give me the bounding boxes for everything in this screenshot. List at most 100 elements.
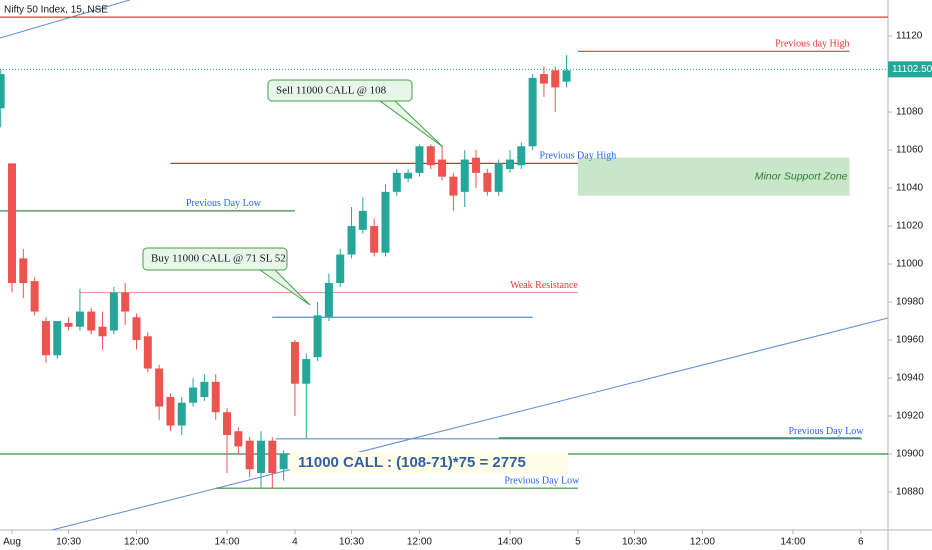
x-tick-label: 14:00 [780,537,805,548]
candle-body [177,402,186,426]
x-tick-label: 6 [858,537,864,548]
candle-body [494,163,503,192]
candle-body [302,359,311,384]
candle-body [449,176,458,196]
candle-body [347,226,356,255]
y-tick-label: 11120 [896,31,923,42]
callout-box [142,247,288,271]
candle-body [30,281,39,312]
y-tick-label: 10880 [896,487,924,498]
y-tick-label: 10920 [896,411,924,422]
level-label: Weak Resistance [510,280,578,291]
candle-body [279,454,288,470]
level-label: Previous Day Low [504,476,580,487]
candle-body [75,311,84,327]
candle-body [392,172,401,192]
candle-body [539,74,548,84]
candle-body [87,311,96,331]
candle-body [268,440,277,474]
level-label: Previous Day Low [788,426,864,437]
candle-body [64,322,73,327]
y-tick-label: 11080 [896,107,924,118]
candle-body [324,283,333,318]
chart-title: Nifty 50 Index, 15, NSE [4,5,108,16]
x-tick-label: 4 [292,537,298,548]
candle-body [7,163,16,284]
candle-body [109,292,118,331]
candle-body [245,440,254,470]
candle-body [381,191,390,253]
y-tick-label: 10960 [896,335,924,346]
plot-area: Minor Support Zone Previous day High Previ… [0,0,888,530]
candle-body [166,397,175,426]
plot: Minor Support Zone Previous day High Previ… [0,0,888,530]
x-tick-label: 5 [575,537,581,548]
trendline [51,317,888,530]
candle-body [211,381,220,413]
callout-pointer [259,269,311,306]
candle-body [528,77,537,147]
candle-body [415,146,424,173]
x-tick-label: 14:00 [215,537,240,548]
candle-body [290,341,299,384]
last-price-label: 11102.50 [892,64,932,75]
x-tick-label: 12:00 [124,537,149,548]
candle-body [426,146,435,166]
candle-body [234,431,243,447]
callout-pointer [379,100,444,148]
candle-body [551,70,560,88]
candle-body [98,326,107,337]
candle-body [189,387,198,403]
result-note: 11000 CALL : (108-71)*75 = 2775 [298,454,526,471]
candle-body [438,159,447,177]
candle-body [19,258,28,284]
x-tick-label: 12:00 [690,537,715,548]
candle-body [517,146,526,166]
candle-body [358,210,367,230]
y-tick-label: 11020 [896,221,924,232]
x-tick-label: 10:30 [56,537,81,548]
x-tick-label: 10:30 [622,537,647,548]
candle-body [121,292,130,312]
y-tick-label: 11060 [896,145,924,156]
level-label: Previous Day High [540,151,617,162]
last-price-box [888,61,932,78]
candle-body [370,226,379,253]
candle-body [472,157,481,173]
trendline [0,0,130,39]
candle-body [562,70,571,82]
zone-label: Minor Support Zone [755,170,848,182]
callout-text: Buy 11000 CALL @ 71 SL 52 [151,253,286,265]
candle-body [404,172,413,179]
y-tick-label: 11040 [896,183,924,194]
candle-body [483,172,492,192]
y-tick-label: 10940 [896,373,924,384]
y-tick-label: 11000 [896,259,924,270]
callout-box [267,79,413,102]
callout-text: Sell 11000 CALL @ 108 [276,85,387,97]
candle-body [53,321,62,356]
support-zone [577,157,850,196]
candle-body [313,315,322,358]
candle-body [132,317,141,341]
candle-body [0,74,5,109]
level-label: Previous Day Low [186,198,262,209]
x-tick-label: 12:00 [407,537,432,548]
candle-body [256,440,265,474]
level-label: Previous day High [775,39,849,50]
x-tick-label: 14:00 [497,537,522,548]
y-tick-label: 10980 [896,297,924,308]
candle-body [505,159,514,170]
candle-body [223,412,232,436]
y-tick-label: 10900 [896,449,924,460]
candle-body [460,159,469,192]
x-tick-label: 10:30 [339,537,364,548]
candle-body [200,381,209,398]
note-background [290,452,568,474]
candle-body [155,368,164,407]
candle-body [143,336,152,369]
candle-body [336,254,345,284]
x-tick-label: Aug [3,537,21,548]
candle-body [41,321,50,356]
